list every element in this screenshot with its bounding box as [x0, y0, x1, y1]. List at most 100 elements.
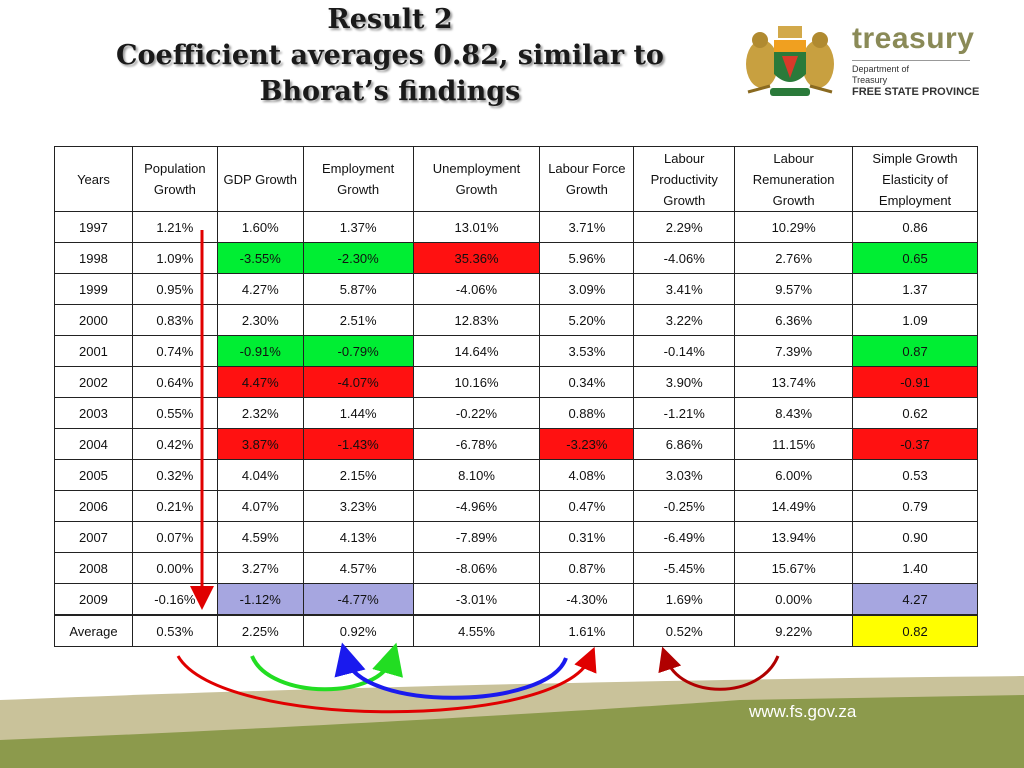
cell-population-growth: 0.00% [131, 552, 218, 584]
cell-employment-growth: -1.43% [302, 428, 414, 460]
cell-gdp-growth: 2.32% [216, 397, 304, 429]
cell-labour-remuneration-growth: 13.94% [734, 521, 854, 553]
table-row: 2002 0.64% 4.47% -4.07% 10.16% 0.34% 3.90% 13.7… [54, 366, 978, 398]
cell-labour-force-growth: 5.96% [539, 242, 635, 274]
table-row: 2005 0.32% 4.04% 2.15% 8.10% 4.08% 3.03% 6.00% 0… [54, 459, 978, 491]
cell-year: 2004 [54, 428, 133, 460]
cell-labour-productivity-growth: 3.03% [633, 459, 736, 491]
cell-labour-force-growth: 5.20% [539, 304, 635, 336]
cell-employment-growth: 4.57% [302, 552, 414, 584]
cell-unemployment-growth: -3.01% [412, 583, 541, 616]
table-row: 2004 0.42% 3.87% -1.43% -6.78% -3.23% 6.86% 11.… [54, 428, 978, 460]
cell-employment-growth: 1.44% [302, 397, 414, 429]
table-row: 1999 0.95% 4.27% 5.87% -4.06% 3.09% 3.41% 9.57%… [54, 273, 978, 305]
table-row: 2007 0.07% 4.59% 4.13% -7.89% 0.31% -6.49% 13.9… [54, 521, 978, 553]
cell-elasticity: -0.37 [852, 428, 978, 460]
average-labour-remuneration-growth: 9.22% [734, 614, 854, 647]
cell-year: 2002 [54, 366, 133, 398]
cell-labour-productivity-growth: 1.69% [633, 583, 736, 616]
cell-unemployment-growth: -8.06% [412, 552, 541, 584]
arrow-remuneration-to-productivity [658, 646, 780, 691]
cell-employment-growth: 2.51% [302, 304, 414, 336]
table-row: 2000 0.83% 2.30% 2.51% 12.83% 5.20% 3.22% 6.36%… [54, 304, 978, 336]
table-row: 1998 1.09% -3.55% -2.30% 35.36% 5.96% -4.06% 2.… [54, 242, 978, 274]
header-unemployment-growth: Unemployment Growth [412, 146, 541, 212]
average-year: Average [54, 614, 133, 647]
cell-employment-growth: 1.37% [302, 211, 414, 243]
cell-employment-growth: -4.77% [302, 583, 414, 616]
header-employment-growth: Employment Growth [302, 146, 414, 212]
cell-elasticity: -0.91 [852, 366, 978, 398]
average-row: Average 0.53% 2.25% 0.92% 4.55% 1.61% 0.52% 9.2… [54, 614, 978, 647]
cell-gdp-growth: -1.12% [216, 583, 304, 616]
cell-unemployment-growth: 8.10% [412, 459, 541, 491]
cell-gdp-growth: 1.60% [216, 211, 304, 243]
arrow-gdp-to-employment [250, 642, 403, 692]
cell-unemployment-growth: 14.64% [412, 335, 541, 367]
cell-population-growth: 0.42% [131, 428, 218, 460]
table-row: 2003 0.55% 2.32% 1.44% -0.22% 0.88% -1.21% 8.43… [54, 397, 978, 429]
table-body: 1997 1.21% 1.60% 1.37% 13.01% 3.71% 2.29% 10.29… [54, 211, 978, 647]
logo-sub-treasury: Treasury [852, 75, 888, 85]
cell-labour-remuneration-growth: 10.29% [734, 211, 854, 243]
cell-labour-remuneration-growth: 6.00% [734, 459, 854, 491]
footer-website[interactable]: www.fs.gov.za [749, 702, 857, 721]
cell-labour-remuneration-growth: 13.74% [734, 366, 854, 398]
cell-labour-force-growth: 3.09% [539, 273, 635, 305]
cell-year: 2003 [54, 397, 133, 429]
cell-gdp-growth: 4.47% [216, 366, 304, 398]
logo-divider [852, 60, 970, 61]
cell-population-growth: 0.21% [131, 490, 218, 522]
cell-gdp-growth: 3.27% [216, 552, 304, 584]
cell-population-growth: 0.32% [131, 459, 218, 491]
title-line-2: Coefficient averages 0.82, similar to [116, 40, 664, 71]
cell-elasticity: 0.90 [852, 521, 978, 553]
cell-labour-remuneration-growth: 7.39% [734, 335, 854, 367]
logo-sub-province: FREE STATE PROVINCE [852, 86, 980, 98]
cell-elasticity: 0.87 [852, 335, 978, 367]
cell-employment-growth: -4.07% [302, 366, 414, 398]
average-unemployment-growth: 4.55% [412, 614, 541, 647]
title-line-1: Result 2 [327, 4, 453, 35]
logo-text: treasury Department of Treasury FREE STA… [852, 22, 979, 99]
treasury-logo: treasury Department of Treasury FREE STA… [740, 22, 980, 112]
growth-table: Years Population Growth GDP Growth Emplo… [54, 146, 978, 647]
header-elasticity: Simple Growth Elasticity of Employment [852, 146, 978, 212]
cell-elasticity: 4.27 [852, 583, 978, 616]
arrow-labour-force-to-employment [334, 642, 568, 700]
cell-gdp-growth: 4.59% [216, 521, 304, 553]
average-labour-force-growth: 1.61% [539, 614, 635, 647]
cell-elasticity: 0.79 [852, 490, 978, 522]
cell-gdp-growth: -3.55% [216, 242, 304, 274]
cell-unemployment-growth: -4.06% [412, 273, 541, 305]
cell-employment-growth: -2.30% [302, 242, 414, 274]
cell-year: 2009 [54, 583, 133, 616]
cell-labour-force-growth: 3.53% [539, 335, 635, 367]
title-line-3: Bhorat’s findings [259, 76, 521, 107]
cell-labour-remuneration-growth: 14.49% [734, 490, 854, 522]
cell-elasticity: 1.09 [852, 304, 978, 336]
arrow-population-to-labour-force [176, 646, 597, 714]
cell-unemployment-growth: 12.83% [412, 304, 541, 336]
cell-labour-force-growth: -3.23% [539, 428, 635, 460]
header-gdp-growth: GDP Growth [216, 146, 304, 212]
footer-white-curve [0, 659, 1024, 695]
cell-year: 2000 [54, 304, 133, 336]
table-row: 1997 1.21% 1.60% 1.37% 13.01% 3.71% 2.29% 10.29… [54, 211, 978, 243]
cell-labour-remuneration-growth: 2.76% [734, 242, 854, 274]
table-row: 2008 0.00% 3.27% 4.57% -8.06% 0.87% -5.45% 15.6… [54, 552, 978, 584]
header-labour-force-growth: Labour Force Growth [539, 146, 635, 212]
coat-of-arms-icon [746, 26, 834, 96]
cell-year: 2005 [54, 459, 133, 491]
cell-unemployment-growth: 35.36% [412, 242, 541, 274]
cell-employment-growth: -0.79% [302, 335, 414, 367]
cell-elasticity: 0.62 [852, 397, 978, 429]
logo-sub-department: Department of [852, 64, 910, 74]
cell-year: 1997 [54, 211, 133, 243]
cell-elasticity: 1.37 [852, 273, 978, 305]
cell-elasticity: 0.65 [852, 242, 978, 274]
cell-labour-remuneration-growth: 0.00% [734, 583, 854, 616]
cell-employment-growth: 3.23% [302, 490, 414, 522]
average-elasticity: 0.82 [852, 614, 978, 647]
